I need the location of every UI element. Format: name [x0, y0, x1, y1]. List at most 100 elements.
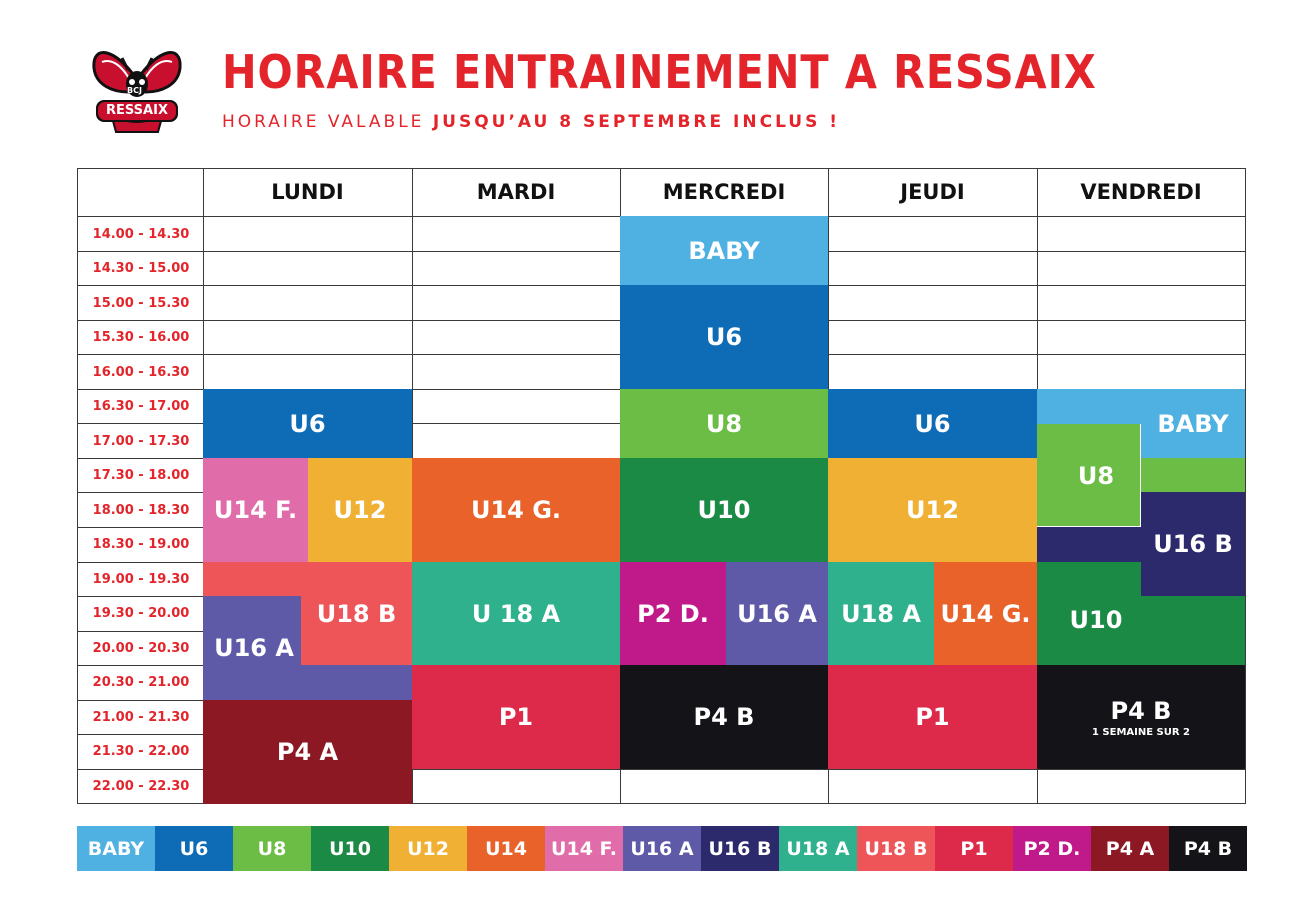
legend-item-u14: U14: [467, 826, 545, 871]
page-subtitle: HORAIRE VALABLE JUSQU’AU 8 SEPTEMBRE INC…: [222, 112, 840, 132]
grid-line: [77, 168, 78, 804]
session-label: P4 B: [1110, 696, 1172, 725]
session-label: U14 G.: [940, 599, 1031, 628]
time-slot-label: 21.30 - 22.00: [92, 743, 190, 759]
time-slot-label: 20.00 - 20.30: [92, 640, 190, 656]
session-label: U12: [333, 496, 387, 524]
grid-line: [77, 803, 1246, 804]
session-block-p4b: [1037, 665, 1245, 769]
session-label: BABY: [1157, 409, 1229, 438]
session-block-baby: [620, 216, 828, 285]
day-header-vendredi: VENDREDI: [1080, 180, 1202, 204]
legend-item-u18b: U18 B: [857, 826, 935, 871]
session-block-u16b: [1141, 492, 1245, 596]
session-block-u18a: [412, 562, 620, 665]
session-block-baby: [1141, 424, 1245, 458]
session-label: U18 B: [316, 599, 397, 628]
session-label: U16 A: [214, 634, 294, 662]
session-label: U12: [906, 496, 959, 524]
grid-line: [77, 168, 1246, 169]
legend-item-p4b: P4 B: [1169, 826, 1247, 871]
session-block-baby: [1037, 389, 1245, 424]
grid-line: [1245, 168, 1246, 804]
legend-item-p2d: P2 D.: [1013, 826, 1091, 871]
session-label: U14 G.: [470, 496, 562, 524]
session-block-u10: [1037, 596, 1245, 665]
time-slot-label: 16.00 - 16.30: [92, 364, 190, 380]
session-block-u10: [1037, 562, 1141, 596]
session-block-u14f: [203, 458, 308, 562]
logo-small-text: BCJ: [127, 86, 142, 95]
session-label: U6: [914, 409, 951, 438]
session-block-u16a: [203, 596, 301, 665]
session-block-u8: [620, 389, 828, 458]
legend-item-u18a: U18 A: [779, 826, 857, 871]
time-slot-label: 20.30 - 21.00: [92, 674, 190, 690]
session-block-u8: [1037, 424, 1141, 527]
session-note: 1 SEMAINE SUR 2: [1091, 726, 1191, 738]
session-block-u16a: [203, 665, 412, 700]
subtitle-plain: HORAIRE VALABLE: [222, 112, 433, 132]
legend-item-u10: U10: [311, 826, 389, 871]
grid-line: [77, 769, 1246, 770]
legend-item-u12: U12: [389, 826, 467, 871]
session-label: U 18 A: [471, 599, 561, 628]
session-block-u8: [1141, 458, 1245, 492]
session-block-u18a: [828, 562, 934, 665]
time-slot-label: 19.00 - 19.30: [92, 571, 190, 587]
session-label-p4b: P4 B 1 SEMAINE SUR 2: [1037, 665, 1245, 769]
color-legend: BABY U6 U8 U10 U12 U14 U14 F. U16 A U16 …: [77, 826, 1247, 871]
time-slot-label: 17.30 - 18.00: [92, 467, 190, 483]
time-slot-label: 22.00 - 22.30: [92, 778, 190, 794]
session-block-u16b: [1037, 527, 1141, 562]
session-block-p4a: [203, 700, 412, 804]
club-logo: BCJ RESSAIX: [88, 40, 186, 136]
session-block-u6: [203, 389, 412, 458]
session-label: U10: [1069, 606, 1123, 634]
session-label: U10: [697, 496, 751, 524]
session-label: P1: [915, 703, 950, 731]
day-header-mercredi: MERCREDI: [662, 180, 786, 204]
legend-item-u6: U6: [155, 826, 233, 871]
time-slot-label: 18.30 - 19.00: [92, 536, 190, 552]
session-label: P4 B: [693, 703, 755, 731]
session-block-u12: [828, 458, 1037, 562]
legend-item-p4a: P4 A: [1091, 826, 1169, 871]
subtitle-emphasis: JUSQU’AU 8 SEPTEMBRE INCLUS !: [432, 112, 841, 132]
session-block-p1: [828, 665, 1037, 769]
session-label: BABY: [688, 236, 760, 265]
legend-item-p1: P1: [935, 826, 1013, 871]
logo-name-text: RESSAIX: [106, 103, 168, 118]
day-header-lundi: LUNDI: [271, 180, 344, 204]
time-slot-label: 15.30 - 16.00: [92, 329, 190, 345]
session-block-p2d: [620, 562, 726, 665]
session-block-u14g: [412, 458, 620, 562]
time-slot-label: 14.30 - 15.00: [92, 260, 190, 276]
time-slot-label: 21.00 - 21.30: [92, 709, 190, 725]
session-block-u18b: [301, 596, 412, 665]
time-slot-label: 17.00 - 17.30: [92, 433, 190, 449]
session-block-u6: [828, 389, 1037, 458]
session-label: U16 B: [1153, 530, 1233, 558]
time-slot-label: 15.00 - 15.30: [92, 295, 190, 311]
session-block-u14g: [934, 562, 1037, 665]
session-label: U18 A: [841, 599, 921, 628]
session-label: U8: [1077, 461, 1115, 490]
session-label: U6: [705, 323, 743, 351]
legend-item-u14f: U14 F.: [545, 826, 623, 871]
day-header-jeudi: JEUDI: [900, 180, 965, 204]
time-slot-label: 19.30 - 20.00: [92, 605, 190, 621]
session-block-u6: [620, 285, 828, 389]
legend-item-u16a: U16 A: [623, 826, 701, 871]
session-label: P2 D.: [637, 599, 709, 628]
session-label: U14 F.: [213, 496, 298, 524]
session-block-u16a: [726, 562, 828, 665]
day-header-mardi: MARDI: [476, 180, 556, 204]
session-block-u12: [308, 458, 412, 562]
legend-item-u8: U8: [233, 826, 311, 871]
session-label: U6: [289, 409, 326, 438]
page-title: HORAIRE ENTRAINEMENT A RESSAIX: [222, 45, 1097, 99]
session-block-u18b: [203, 562, 412, 596]
legend-item-u16b: U16 B: [701, 826, 779, 871]
